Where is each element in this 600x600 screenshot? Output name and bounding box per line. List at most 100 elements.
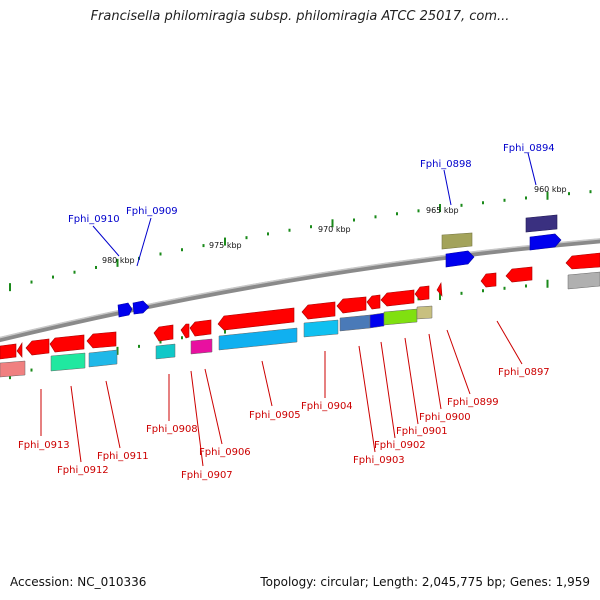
gene-arrow[interactable]: [189, 319, 212, 337]
tick-minor: [159, 340, 162, 344]
label-fphi-0901[interactable]: Fphi_0901: [396, 426, 448, 437]
tick-major: [546, 279, 549, 288]
scale-label-975: 975 kbp: [209, 241, 242, 250]
gene-arrow[interactable]: [366, 294, 381, 310]
gene-arrow[interactable]: [436, 282, 443, 297]
label-fphi-0909[interactable]: Fphi_0909: [126, 206, 178, 217]
tick-minor: [267, 232, 269, 236]
reverse-leaders: [40, 320, 523, 467]
label-fphi-0894[interactable]: Fphi_0894: [503, 143, 555, 154]
tick-minor: [482, 201, 484, 205]
label-fphi-0910[interactable]: Fphi_0910: [68, 214, 120, 225]
label-fphi-0912[interactable]: Fphi_0912: [57, 465, 109, 476]
gene-box[interactable]: [218, 327, 298, 351]
gene-fphi-0894-dark[interactable]: [525, 214, 558, 233]
gene-box[interactable]: [383, 308, 418, 326]
gene-arrow[interactable]: [180, 323, 190, 339]
label-fphi-0911[interactable]: Fphi_0911: [97, 451, 149, 462]
tick-major: [116, 346, 119, 355]
forward-leaders: [92, 152, 537, 267]
gene-fphi-0910[interactable]: [117, 302, 133, 318]
tick-minor: [353, 218, 355, 222]
tick-minor: [589, 190, 592, 194]
label-fphi-0905[interactable]: Fphi_0905: [249, 410, 301, 421]
gene-box[interactable]: [88, 349, 118, 368]
gene-arrow[interactable]: [49, 334, 85, 353]
tick-minor: [30, 368, 33, 372]
tick-major: [9, 283, 11, 292]
label-fphi-0899[interactable]: Fphi_0899: [447, 397, 499, 408]
gene-arrow[interactable]: [0, 343, 17, 360]
label-fphi-0904[interactable]: Fphi_0904: [301, 401, 353, 412]
gene-arrow[interactable]: [336, 296, 367, 314]
label-fphi-0898[interactable]: Fphi_0898: [420, 159, 472, 170]
gene-arrow[interactable]: [380, 289, 415, 307]
tick-minor: [52, 275, 54, 279]
gene-fphi-0898[interactable]: [445, 250, 475, 268]
label-fphi-0907[interactable]: Fphi_0907: [181, 470, 233, 481]
gene-arrow[interactable]: [480, 272, 497, 288]
tick-minor: [159, 252, 162, 256]
tick-minor: [73, 270, 76, 274]
gene-box[interactable]: [190, 338, 213, 355]
label-fphi-0902[interactable]: Fphi_0902: [374, 440, 426, 451]
gene-box[interactable]: [50, 352, 86, 372]
tick-minor: [138, 344, 140, 348]
tick-major: [116, 258, 119, 267]
tick-minor: [482, 289, 484, 293]
tick-marks-outer: [9, 190, 592, 292]
gene-arrow[interactable]: [414, 285, 430, 301]
label-fphi-0908[interactable]: Fphi_0908: [146, 424, 198, 435]
gene-box[interactable]: [155, 343, 176, 360]
tick-minor: [30, 280, 33, 284]
tick-minor: [288, 228, 291, 232]
tick-minor: [181, 248, 183, 252]
gene-arrow[interactable]: [86, 331, 117, 349]
scale-label-980: 980 kbp: [102, 256, 135, 265]
gene-fphi-0894[interactable]: [529, 233, 562, 251]
label-fphi-0913[interactable]: Fphi_0913: [18, 440, 70, 451]
gene-arrow[interactable]: [505, 266, 533, 283]
gene-arrow[interactable]: [16, 341, 23, 358]
gene-box[interactable]: [303, 319, 339, 338]
gene-box[interactable]: [339, 314, 371, 332]
scale-label-970: 970 kbp: [318, 225, 351, 234]
gene-box[interactable]: [369, 312, 385, 329]
gene-arrow[interactable]: [217, 307, 295, 331]
tick-minor: [503, 286, 506, 290]
tick-major: [224, 237, 226, 246]
tick-minor: [525, 284, 527, 288]
tick-major: [331, 219, 334, 228]
reverse-genes-lower: [0, 271, 600, 378]
gene-arrow[interactable]: [25, 338, 50, 356]
tick-minor: [417, 209, 420, 213]
gene-box[interactable]: [416, 305, 433, 320]
tick-minor: [417, 297, 420, 301]
gene-box[interactable]: [567, 271, 600, 290]
tick-minor: [525, 196, 527, 200]
tick-minor: [503, 198, 506, 202]
tick-minor: [181, 336, 183, 340]
tick-minor: [396, 212, 398, 216]
reverse-genes-upper: [0, 252, 600, 360]
tick-minor: [374, 215, 377, 219]
label-fphi-0897[interactable]: Fphi_0897: [498, 367, 550, 378]
tick-minor: [460, 291, 463, 295]
map-title: Francisella philomiragia subsp. philomir…: [90, 9, 510, 24]
label-fphi-0900[interactable]: Fphi_0900: [419, 412, 471, 423]
gene-arrow[interactable]: [301, 301, 336, 320]
tick-minor: [310, 225, 312, 229]
gene-arrow[interactable]: [565, 252, 600, 270]
tick-major: [439, 292, 441, 301]
gene-fphi-0909[interactable]: [132, 300, 150, 315]
gene-box[interactable]: [0, 360, 26, 378]
label-fphi-0906[interactable]: Fphi_0906: [199, 447, 251, 458]
scale-label-965: 965 kbp: [426, 206, 459, 215]
tick-minor: [245, 236, 248, 240]
tick-minor: [568, 192, 570, 196]
genome-summary-text: Topology: circular; Length: 2,045,775 bp…: [260, 575, 590, 589]
label-fphi-0903[interactable]: Fphi_0903: [353, 455, 405, 466]
tick-minor: [460, 203, 463, 207]
gene-fphi-0898-dark[interactable]: [441, 232, 473, 250]
gene-arrow[interactable]: [153, 324, 174, 342]
